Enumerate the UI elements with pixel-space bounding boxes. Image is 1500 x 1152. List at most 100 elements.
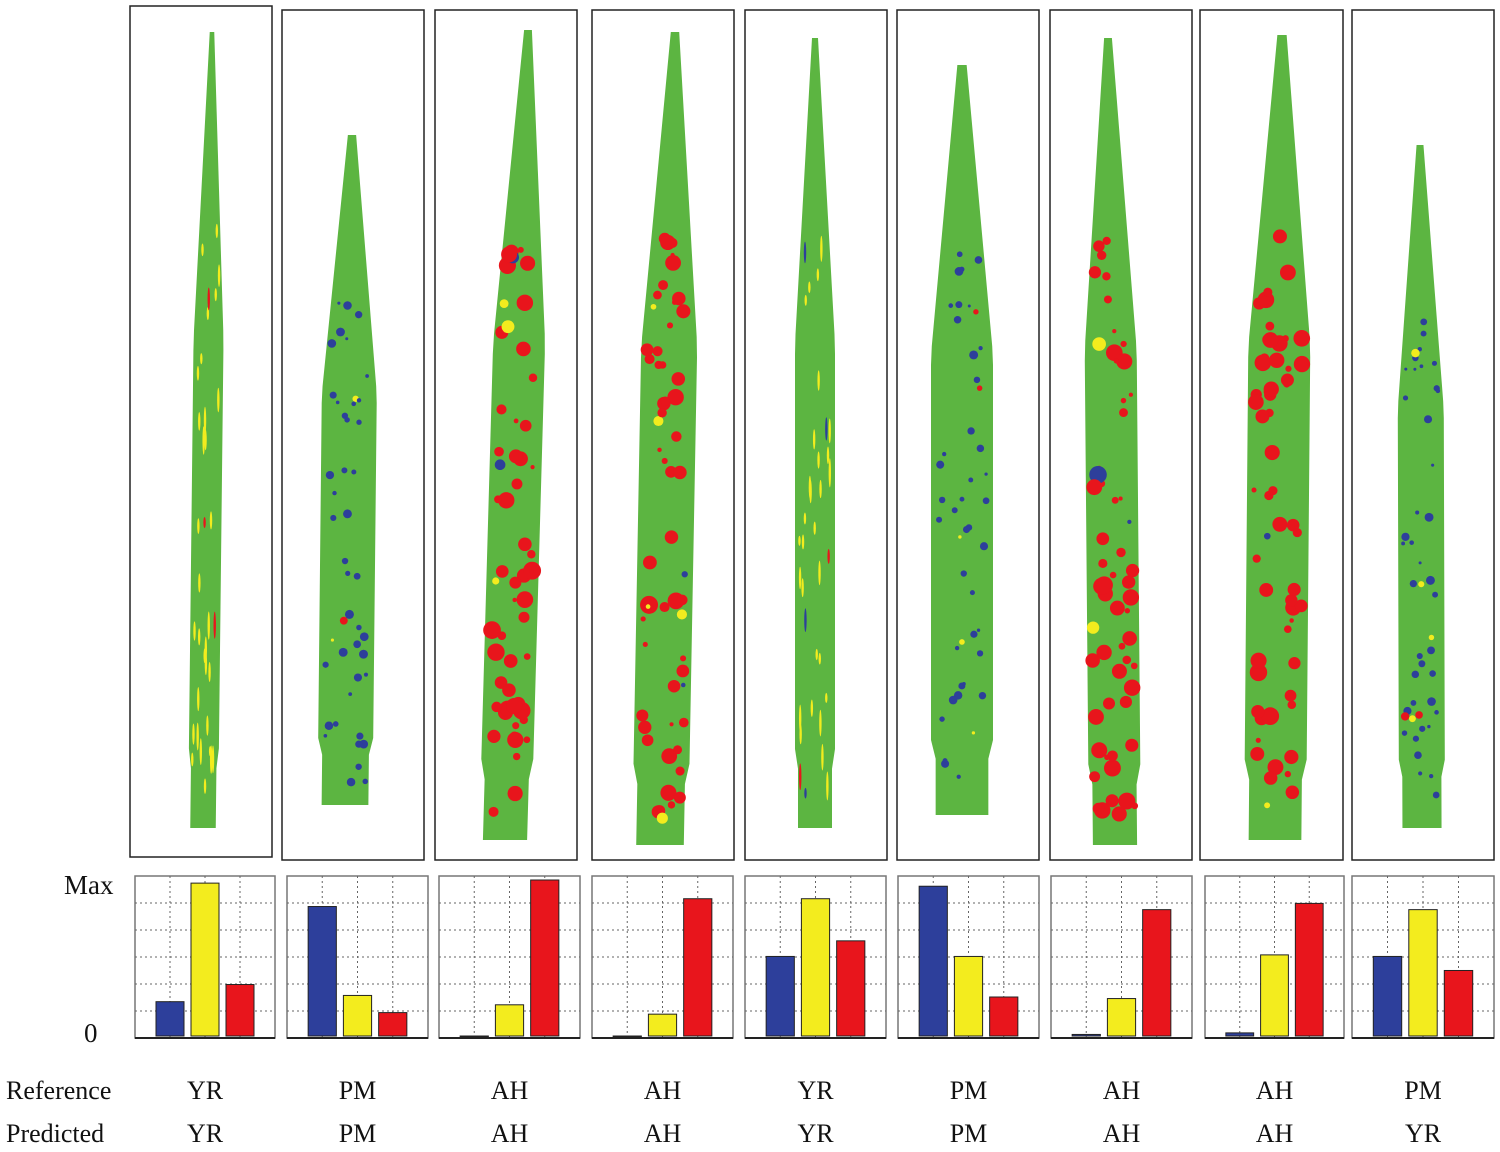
bar-pm bbox=[155, 1001, 185, 1037]
lesion-mark bbox=[976, 650, 984, 657]
lesion-mark bbox=[1118, 496, 1123, 501]
lesion-mark bbox=[1125, 563, 1140, 578]
lesion-mark bbox=[1103, 295, 1112, 304]
lesion-mark bbox=[1122, 589, 1140, 606]
lesion-mark bbox=[199, 738, 202, 765]
lesion-mark bbox=[680, 655, 687, 662]
lesion-mark bbox=[335, 400, 340, 405]
lesion-mark bbox=[1404, 367, 1408, 371]
lesion-mark bbox=[1096, 250, 1107, 260]
lesion-mark bbox=[488, 806, 499, 817]
bar-chart bbox=[286, 875, 429, 1039]
bar-ah bbox=[225, 984, 255, 1037]
lesion-mark bbox=[1428, 634, 1435, 641]
lesion-mark bbox=[341, 467, 348, 474]
bar-ah bbox=[836, 940, 866, 1037]
lesion-mark bbox=[1432, 791, 1440, 799]
predicted-class-label: YR bbox=[1404, 1119, 1442, 1148]
lesion-mark bbox=[355, 763, 362, 770]
lesion-mark bbox=[936, 460, 945, 469]
lesion-mark bbox=[1412, 735, 1420, 742]
lesion-mark bbox=[660, 234, 676, 251]
leaf-panel bbox=[744, 9, 888, 861]
lesion-mark bbox=[669, 722, 674, 727]
lesion-mark bbox=[1102, 697, 1115, 710]
lesion-mark bbox=[962, 681, 966, 686]
lesion-mark bbox=[652, 346, 663, 357]
lesion-mark bbox=[978, 345, 983, 351]
lesion-mark bbox=[960, 570, 967, 577]
lesion-mark bbox=[959, 496, 965, 502]
lesion-mark bbox=[507, 785, 523, 802]
bar-chart bbox=[1204, 875, 1345, 1039]
lesion-mark bbox=[518, 537, 532, 552]
lesion-mark bbox=[973, 309, 979, 315]
lesion-mark bbox=[208, 746, 212, 757]
lesion-mark bbox=[1088, 266, 1102, 279]
lesion-mark bbox=[815, 648, 818, 661]
lesion-mark bbox=[653, 416, 664, 427]
lesion-mark bbox=[217, 387, 220, 413]
lesion-mark bbox=[1264, 444, 1280, 461]
lesion-mark bbox=[938, 496, 946, 504]
lesion-mark bbox=[214, 288, 217, 302]
lesion-mark bbox=[1261, 707, 1280, 725]
lesion-mark bbox=[508, 449, 523, 464]
lesion-mark bbox=[664, 530, 679, 544]
lesion-mark bbox=[1111, 496, 1119, 504]
leaf-panel bbox=[129, 5, 273, 858]
lesion-mark bbox=[359, 649, 368, 659]
lesion-mark bbox=[1093, 577, 1111, 595]
lesion-mark bbox=[337, 301, 341, 305]
lesion-mark bbox=[973, 376, 981, 384]
lesion-mark bbox=[819, 709, 822, 737]
lesion-mark bbox=[1122, 702, 1127, 707]
lesion-mark bbox=[217, 264, 221, 287]
lesion-mark bbox=[956, 251, 963, 258]
lesion-mark bbox=[967, 427, 975, 435]
bar-yr bbox=[342, 994, 373, 1037]
lesion-mark bbox=[666, 322, 674, 329]
lesion-mark bbox=[1429, 670, 1436, 677]
lesion-mark bbox=[641, 734, 654, 747]
lesion-mark bbox=[1427, 697, 1436, 706]
bar-yr bbox=[190, 882, 220, 1037]
lesion-mark bbox=[1252, 554, 1261, 563]
lesion-mark bbox=[1107, 750, 1118, 762]
lesion-mark bbox=[359, 632, 369, 642]
lesion-mark bbox=[202, 426, 205, 455]
lesion-mark bbox=[523, 736, 531, 744]
lesion-mark bbox=[520, 255, 536, 271]
lesion-mark bbox=[204, 429, 207, 451]
lesion-mark bbox=[203, 517, 206, 529]
lesion-mark bbox=[1122, 582, 1129, 588]
lesion-mark bbox=[804, 787, 807, 799]
lesion-mark bbox=[499, 299, 509, 309]
predicted-class-label: AH bbox=[490, 1119, 529, 1148]
lesion-mark bbox=[1113, 358, 1120, 364]
lesion-mark bbox=[345, 570, 351, 576]
lesion-mark bbox=[1433, 385, 1440, 392]
lesion-mark bbox=[818, 560, 821, 586]
lesion-mark bbox=[1411, 348, 1420, 358]
lesion-mark bbox=[503, 654, 518, 668]
bar-yr bbox=[1260, 954, 1289, 1037]
lesion-mark bbox=[969, 350, 979, 360]
lesion-mark bbox=[969, 590, 975, 596]
bar-pm bbox=[918, 885, 948, 1037]
lesion-mark bbox=[979, 542, 989, 551]
lesion-mark bbox=[825, 692, 828, 703]
lesion-mark bbox=[351, 469, 357, 475]
lesion-mark bbox=[323, 733, 328, 738]
lesion-mark bbox=[799, 724, 802, 745]
reference-class-label: PM bbox=[949, 1076, 988, 1105]
lesion-mark bbox=[1118, 792, 1136, 810]
lesion-mark bbox=[948, 695, 958, 705]
lesion-mark bbox=[339, 616, 348, 625]
lesion-mark bbox=[1285, 365, 1292, 372]
lesion-mark bbox=[207, 287, 210, 311]
lesion-mark bbox=[1109, 571, 1117, 579]
lesion-mark bbox=[1254, 354, 1272, 372]
reference-class-label: YR bbox=[797, 1076, 834, 1105]
lesion-mark bbox=[365, 374, 369, 378]
